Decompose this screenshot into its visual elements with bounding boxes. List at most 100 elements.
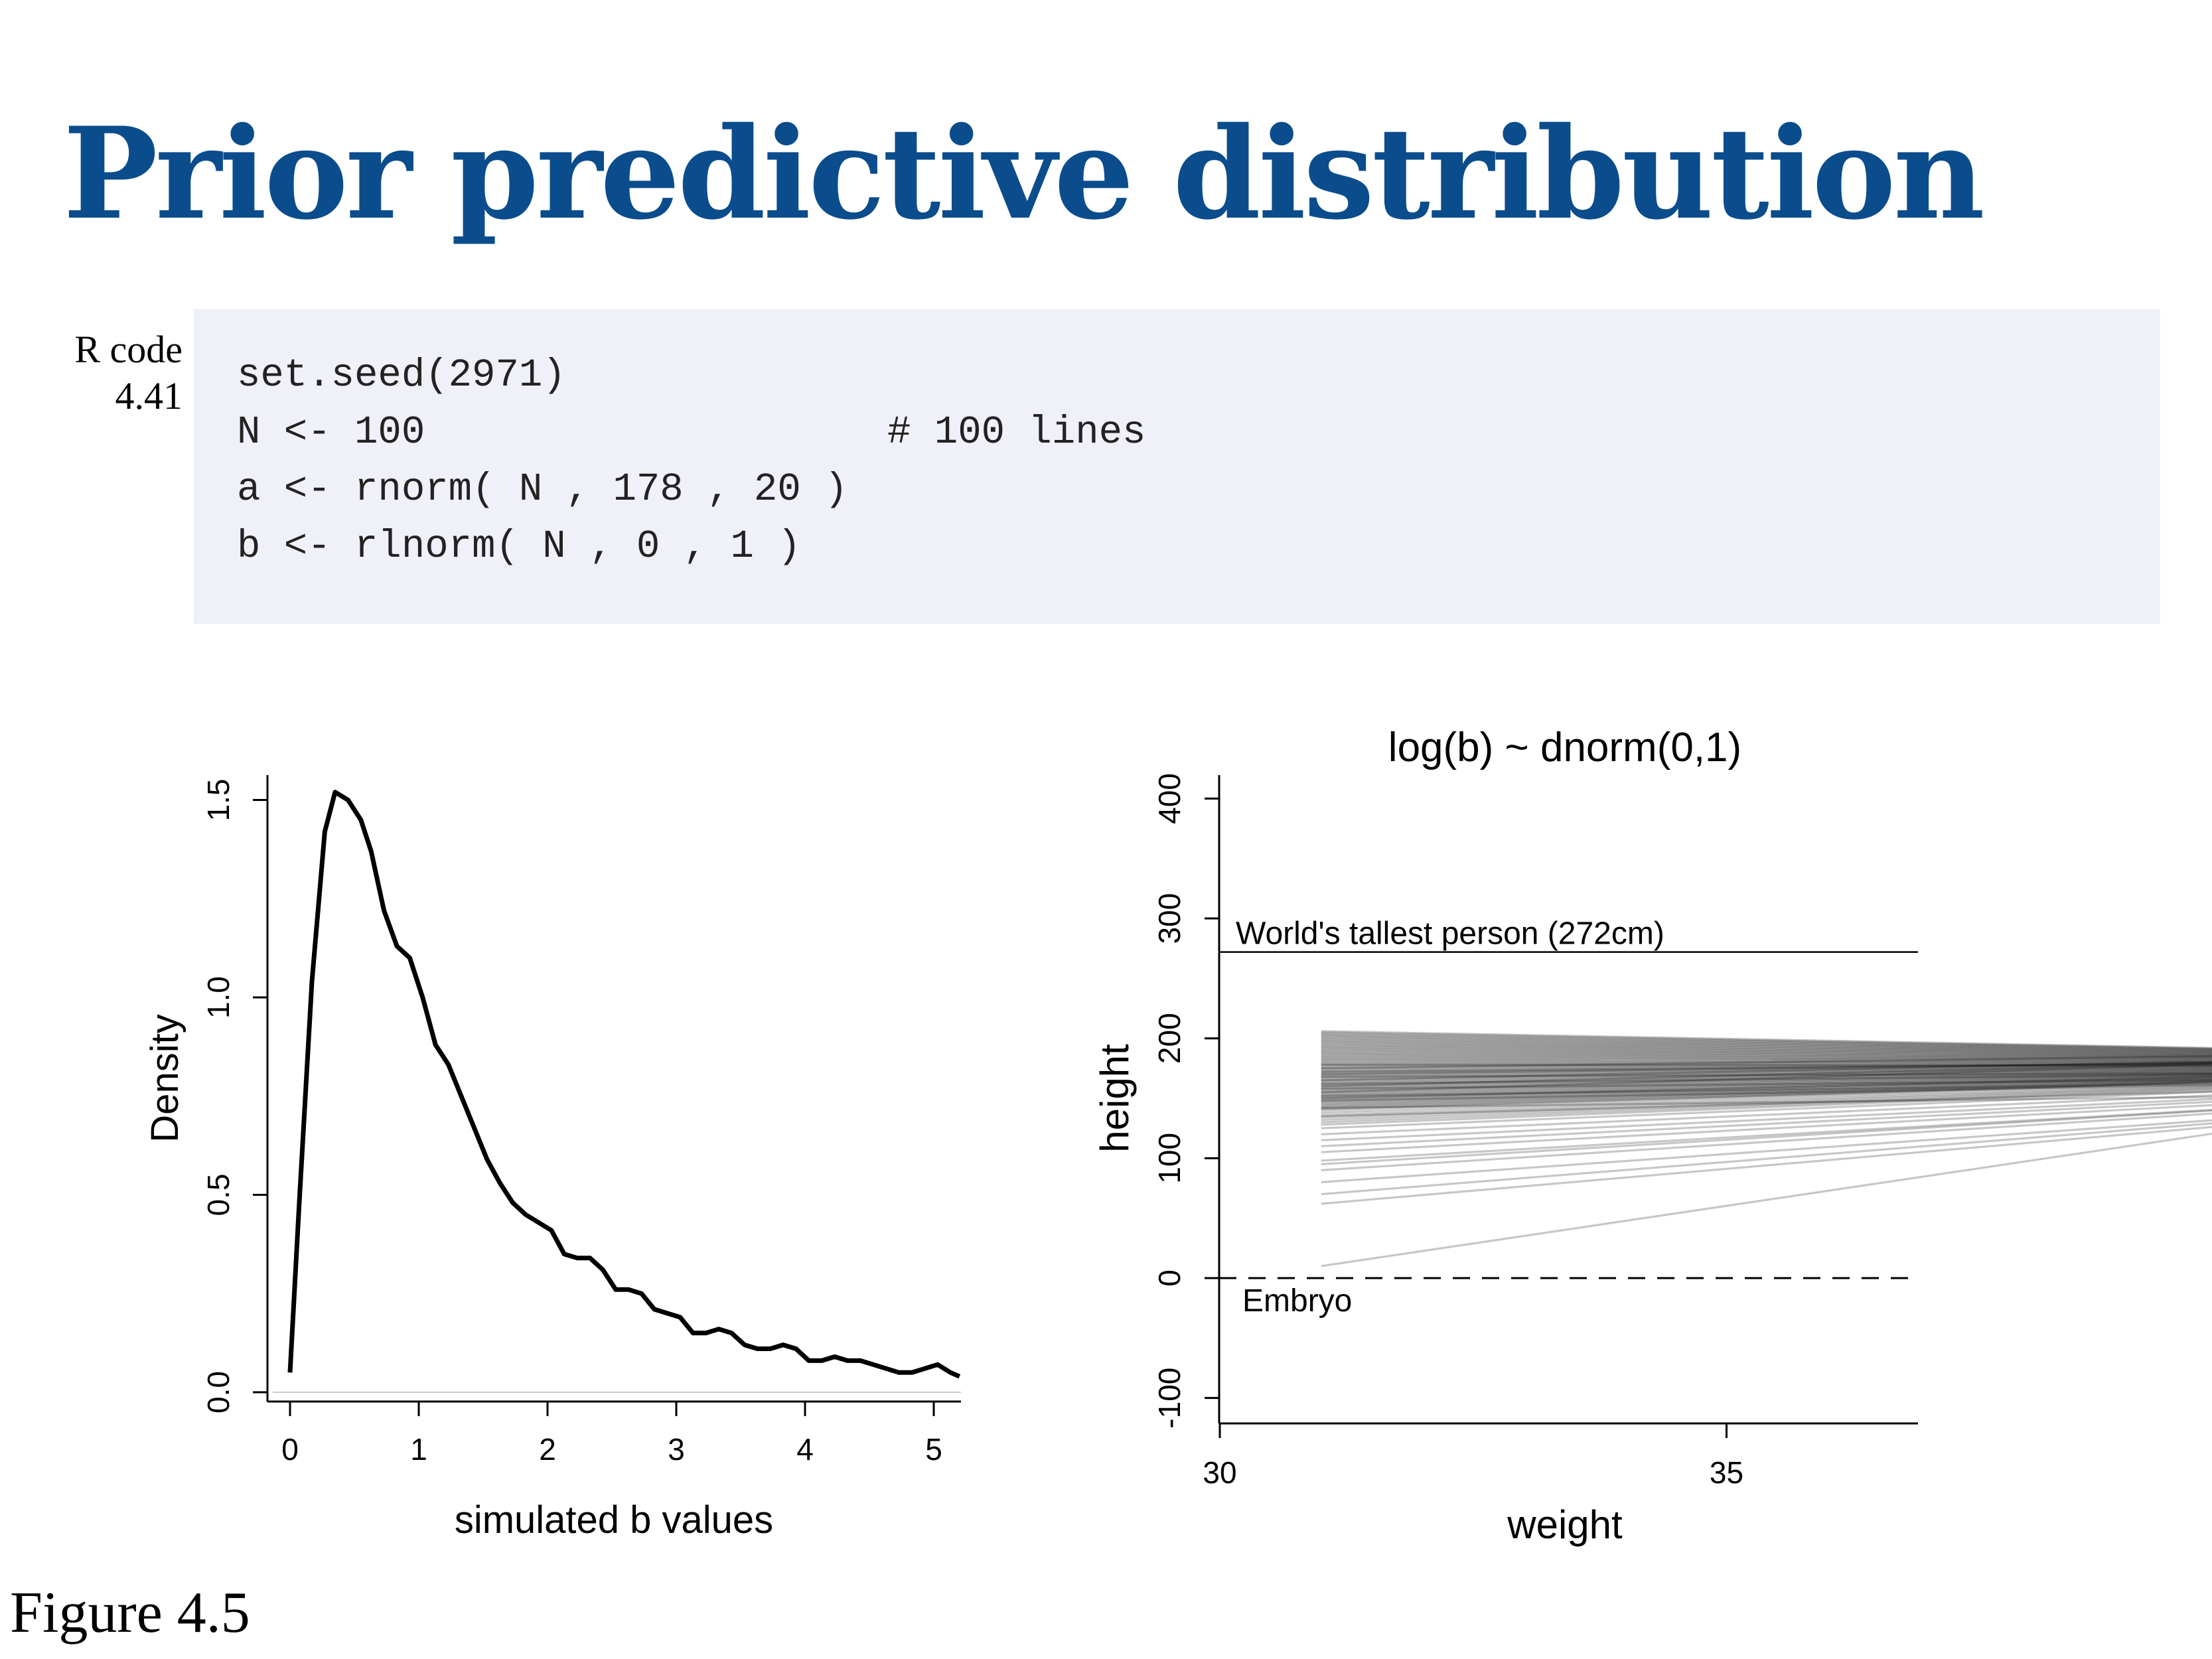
prior-line bbox=[1321, 1081, 2212, 1110]
prior-line bbox=[1321, 1051, 2212, 1059]
prior-line bbox=[1321, 1041, 2212, 1054]
prior-line bbox=[1321, 1080, 2212, 1107]
y-tick-label: 1.0 bbox=[201, 976, 236, 1019]
code-line-2: N <- 100 bbox=[237, 410, 425, 455]
prior-line bbox=[1321, 1109, 2212, 1165]
prior-line bbox=[1321, 1056, 2212, 1061]
prior-line bbox=[1321, 1038, 2212, 1053]
prior-line bbox=[1321, 1076, 2212, 1098]
prior-line bbox=[1321, 1043, 2212, 1055]
r-code-number: 4.41 bbox=[115, 374, 183, 417]
prior-line bbox=[1321, 1072, 2212, 1090]
prior-line bbox=[1321, 1075, 2212, 1096]
y-tick-label: 300 bbox=[1152, 893, 1187, 944]
x-axis-label: simulated b values bbox=[455, 1498, 773, 1542]
prior-line bbox=[1321, 1125, 2212, 1205]
chart-title: log(b) ~ dnorm(0,1) bbox=[1388, 725, 1741, 770]
prior-line bbox=[1321, 1046, 2212, 1057]
prior-line bbox=[1321, 1033, 2212, 1051]
prior-line bbox=[1321, 1122, 2212, 1196]
prior-line bbox=[1321, 1070, 2212, 1085]
prior-line bbox=[1321, 1045, 2212, 1056]
x-tick-label: 4 bbox=[796, 1432, 814, 1467]
code-comment: # 100 lines bbox=[887, 410, 1146, 455]
prior-line bbox=[1321, 1087, 2212, 1123]
prior-line bbox=[1321, 1049, 2212, 1058]
prior-line bbox=[1321, 1082, 2212, 1098]
x-tick-label: 2 bbox=[539, 1432, 556, 1467]
prior-line bbox=[1321, 1072, 2212, 1088]
code-block: set.seed(2971) N <- 100 # 100 lines a <-… bbox=[194, 309, 2160, 624]
code-line-1: set.seed(2971) bbox=[237, 353, 566, 397]
prior-line bbox=[1321, 1032, 2212, 1050]
prior-line bbox=[1321, 1061, 2212, 1076]
prior-line bbox=[1321, 1132, 2212, 1267]
prior-line bbox=[1321, 1069, 2212, 1083]
prior-line bbox=[1321, 1054, 2212, 1060]
prior-line bbox=[1321, 1072, 2212, 1089]
page-title: Prior predictive distribution bbox=[63, 100, 1985, 248]
prior-line bbox=[1321, 1074, 2212, 1095]
prior-line bbox=[1321, 1078, 2212, 1102]
prior-line bbox=[1321, 1078, 2212, 1104]
y-tick-label: 0.5 bbox=[201, 1174, 236, 1216]
prior-line bbox=[1321, 1068, 2212, 1080]
prior-line bbox=[1321, 1044, 2212, 1056]
prior-line bbox=[1321, 1081, 2212, 1112]
prior-line bbox=[1321, 1072, 2212, 1078]
prior-line bbox=[1321, 1060, 2212, 1082]
prior-line bbox=[1321, 1042, 2212, 1054]
prior-line bbox=[1321, 1068, 2212, 1079]
prior-line bbox=[1321, 1066, 2212, 1077]
x-tick-label: 0 bbox=[281, 1432, 299, 1467]
prior-line bbox=[1321, 1061, 2212, 1065]
y-tick-label: 1.5 bbox=[201, 779, 236, 822]
x-tick-label: 30 bbox=[1203, 1455, 1236, 1490]
prior-line bbox=[1321, 1071, 2212, 1086]
prior-line bbox=[1321, 1077, 2212, 1101]
prior-line bbox=[1321, 1062, 2212, 1068]
prior-line bbox=[1321, 1112, 2212, 1172]
prior-line bbox=[1321, 1096, 2212, 1110]
prior-line bbox=[1321, 1063, 2212, 1070]
prior-line bbox=[1321, 1037, 2212, 1052]
prior-line bbox=[1321, 1065, 2212, 1073]
prior-line bbox=[1321, 1057, 2212, 1062]
prior-line bbox=[1321, 1084, 2212, 1102]
prior-line bbox=[1321, 1063, 2212, 1094]
prior-line bbox=[1321, 1052, 2212, 1060]
prior-line bbox=[1321, 1060, 2212, 1064]
prior-line bbox=[1321, 1031, 2212, 1050]
prior-line bbox=[1321, 1090, 2212, 1118]
prior-line bbox=[1321, 1077, 2212, 1100]
prior-line bbox=[1321, 1058, 2212, 1062]
prior-line bbox=[1321, 1080, 2212, 1106]
prior-line bbox=[1321, 1070, 2212, 1084]
prior-line bbox=[1321, 1062, 2212, 1088]
prior-line bbox=[1321, 1084, 2212, 1116]
prior-line bbox=[1321, 1088, 2212, 1126]
prior-line bbox=[1321, 1062, 2212, 1073]
prior-line bbox=[1321, 1054, 2212, 1070]
x-tick-label: 3 bbox=[668, 1432, 685, 1467]
prior-line bbox=[1321, 1086, 2212, 1121]
prior-line bbox=[1321, 1094, 2212, 1135]
prior-line bbox=[1321, 1100, 2212, 1147]
prior-line bbox=[1321, 1108, 2212, 1162]
prior-line bbox=[1321, 1073, 2212, 1085]
prior-line bbox=[1321, 1035, 2212, 1052]
prior-line bbox=[1321, 1055, 2212, 1060]
prior-line bbox=[1321, 1068, 2212, 1082]
prior-line bbox=[1321, 1104, 2212, 1153]
y-tick-label: -100 bbox=[1152, 1368, 1187, 1429]
prior-line bbox=[1321, 1064, 2212, 1072]
x-axis-label: weight bbox=[1507, 1502, 1623, 1547]
prior-line bbox=[1321, 1081, 2212, 1110]
prior-line bbox=[1321, 1085, 2212, 1119]
r-code-label: R code 4.41 bbox=[40, 326, 183, 419]
prior-line bbox=[1321, 1039, 2212, 1054]
prior-line bbox=[1321, 1060, 2212, 1063]
prior-line bbox=[1321, 1074, 2212, 1094]
prior-line bbox=[1321, 1098, 2212, 1141]
